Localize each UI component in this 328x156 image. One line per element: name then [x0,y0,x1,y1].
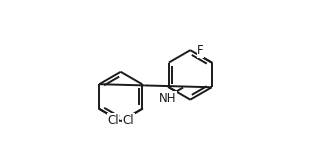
Text: Cl: Cl [107,114,119,127]
Text: Cl: Cl [123,114,134,127]
Text: F: F [197,44,204,57]
Text: NH: NH [159,92,176,105]
